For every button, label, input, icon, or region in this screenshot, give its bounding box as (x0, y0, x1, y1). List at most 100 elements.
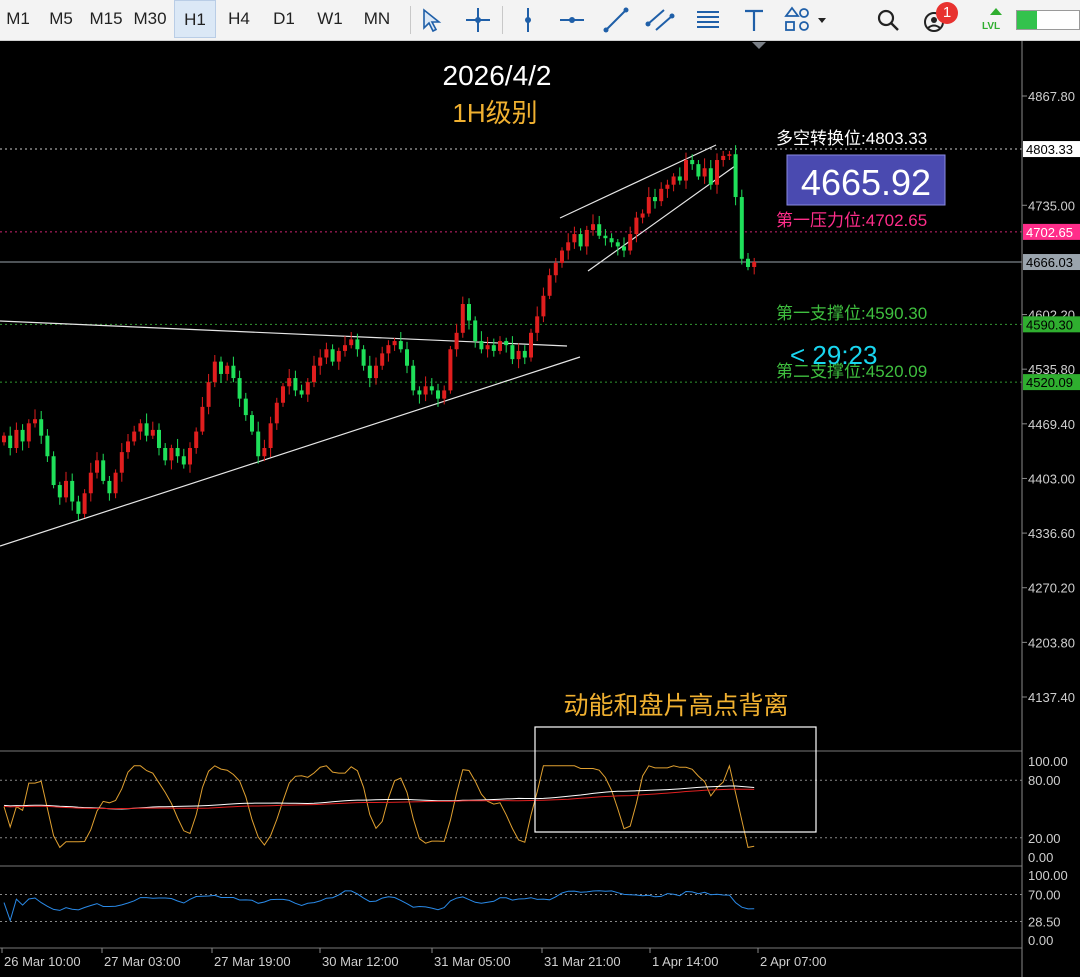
candle-body (640, 213, 645, 218)
divergence-box[interactable] (534, 726, 817, 833)
candle-body (417, 390, 422, 395)
candle-body (20, 429, 25, 442)
timeframe-m1[interactable]: M1 (6, 9, 30, 28)
crosshair-tool-button[interactable] (462, 4, 494, 36)
candle-body (150, 429, 155, 436)
timeframe-d1[interactable]: D1 (273, 9, 295, 28)
trendline-icon (603, 7, 629, 33)
candle-body (119, 452, 124, 473)
candle-body (212, 361, 217, 383)
time-label: 1 Apr 14:00 (652, 954, 719, 969)
candle-body (429, 386, 434, 391)
candle-body (39, 419, 44, 436)
channel-tool-button[interactable] (644, 4, 676, 36)
candle-body (566, 242, 571, 251)
timeframe-h4[interactable]: H4 (228, 9, 250, 28)
level-price-tag-3 (1023, 316, 1080, 333)
time-label: 26 Mar 10:00 (4, 954, 81, 969)
text-icon (745, 9, 763, 31)
trend-line[interactable] (0, 320, 568, 347)
candle-body (504, 341, 509, 346)
candle-body (8, 435, 13, 449)
timeframe-mn[interactable]: MN (363, 9, 391, 28)
candle-body (646, 197, 651, 214)
candle-body (696, 164, 701, 177)
candle-body (343, 345, 347, 351)
candle-body (491, 345, 496, 351)
search-button[interactable] (872, 4, 904, 36)
candle-body (293, 378, 298, 391)
notifications-button[interactable]: 1 (918, 2, 958, 36)
level-price-tag-text-4: 4520.09 (1026, 375, 1073, 390)
candle-body (250, 415, 254, 432)
candle-body (355, 339, 360, 350)
toolbar: M1 M5 M15 M30 H1 H4 D1 W1 MN 1 LVL (0, 0, 1080, 41)
osc1-tick-label: 80.00 (1028, 773, 1061, 788)
candle-body (615, 242, 620, 247)
candle-body (702, 168, 707, 177)
candle-body (188, 448, 192, 465)
candle-body (739, 197, 744, 259)
candle-body (752, 262, 757, 267)
text-tool-button[interactable] (738, 4, 770, 36)
timeframe-h1[interactable]: H1 (174, 0, 216, 38)
candle-body (454, 332, 459, 350)
timeframe-m5[interactable]: M5 (49, 9, 73, 28)
candle-body (715, 160, 719, 185)
time-label: 31 Mar 21:00 (544, 954, 621, 969)
timeframe-w1[interactable]: W1 (317, 9, 343, 28)
candle-body (367, 365, 372, 379)
price-chart[interactable]: 4867.804735.004602.204535.804469.404403.… (0, 41, 1080, 977)
fibonacci-tool-button[interactable] (692, 4, 724, 36)
candle-body (467, 304, 471, 321)
horizontal-line-tool-button[interactable] (556, 4, 588, 36)
candle-body (677, 176, 682, 181)
candle-body (45, 435, 50, 457)
price-tick-label: 4137.40 (1028, 690, 1075, 705)
candle-body (708, 168, 713, 185)
price-tick-label: 4535.80 (1028, 362, 1075, 377)
candle-body (113, 472, 118, 494)
shapes-dropdown-button[interactable] (782, 4, 828, 36)
level-label-value: 4520.09 (866, 362, 927, 381)
fibonacci-icon (697, 11, 719, 28)
current-price-tag (1023, 254, 1080, 271)
level-price-tag-text-2: 4702.65 (1026, 225, 1073, 240)
current-price-value: 4665.92 (801, 162, 931, 203)
candle-body (405, 349, 409, 366)
level-price-tag-text-3: 4590.30 (1026, 317, 1073, 332)
candle-body (628, 234, 633, 251)
candle-body (522, 350, 527, 358)
candle-body (76, 501, 81, 514)
bar-countdown: < 29:23 (790, 340, 877, 370)
candle-body (51, 456, 56, 486)
osc1-tick-label: 0.00 (1028, 850, 1053, 865)
level-label-name: 多空转换位: (776, 129, 866, 148)
candle-body (157, 429, 161, 449)
level-button[interactable]: LVL (980, 4, 1012, 36)
toolbar-separator (410, 6, 411, 34)
vertical-line-tool-button[interactable] (512, 4, 544, 36)
candle-body (665, 184, 670, 189)
level-label-name: 第一压力位: (776, 211, 866, 230)
trend-line[interactable] (0, 356, 581, 547)
level-label-value: 4803.33 (866, 129, 927, 148)
trend-line[interactable] (559, 144, 717, 219)
channel-icon (645, 9, 675, 31)
candle-body (510, 345, 515, 360)
candle-body (529, 332, 533, 358)
candle-body (305, 382, 310, 395)
level-label-name: 第二支撑位: (776, 362, 866, 381)
candle-body (330, 349, 335, 362)
cursor-tool-button[interactable] (416, 4, 448, 36)
trendline-tool-button[interactable] (600, 4, 632, 36)
candle-body (572, 234, 577, 243)
candle-body (64, 480, 68, 498)
candle-body (194, 431, 199, 449)
shift-marker-icon[interactable] (752, 42, 766, 49)
candle-body (237, 378, 242, 399)
timeframe-m30[interactable]: M30 (133, 9, 167, 28)
level-label-1: 多空转换位:4803.33 (776, 129, 927, 148)
timeframe-m15[interactable]: M15 (89, 9, 123, 28)
candle-body (684, 160, 688, 181)
